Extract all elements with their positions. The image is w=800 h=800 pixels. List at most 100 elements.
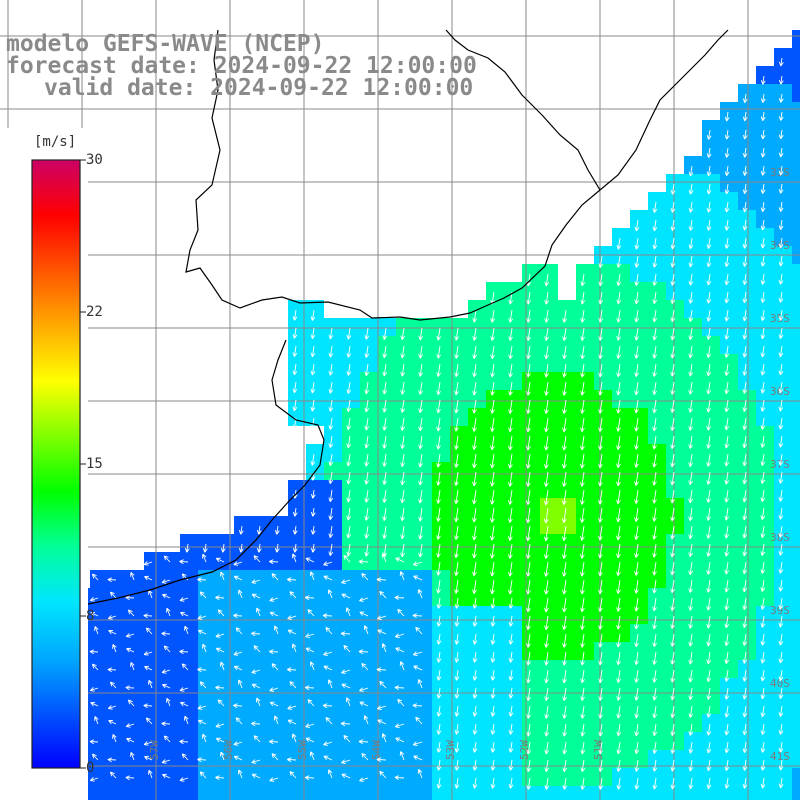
wind-arrow xyxy=(688,705,694,718)
wind-arrow xyxy=(634,417,639,432)
wind-arrow xyxy=(328,417,334,430)
wind-arrow xyxy=(760,327,766,340)
wind-cell xyxy=(360,498,378,516)
wind-arrow xyxy=(202,543,208,553)
wind-cell xyxy=(378,624,396,642)
wind-arrow xyxy=(778,561,784,574)
wind-arrow xyxy=(616,417,621,432)
wind-cell xyxy=(180,660,198,678)
wind-arrow xyxy=(670,687,676,701)
wind-arrow xyxy=(508,759,514,771)
wind-arrow xyxy=(397,608,405,617)
wind-arrow xyxy=(454,597,460,609)
wind-arrow xyxy=(125,685,135,691)
wind-cell xyxy=(162,768,180,786)
wind-cell xyxy=(414,498,432,516)
wind-arrow xyxy=(724,165,730,176)
wind-cell xyxy=(144,624,162,642)
wind-arrow xyxy=(490,705,496,717)
wind-arrow xyxy=(561,471,567,487)
wind-arrow xyxy=(217,699,225,707)
wind-arrow xyxy=(760,651,766,664)
wind-arrow xyxy=(273,625,279,635)
wind-arrow xyxy=(742,471,748,485)
wind-cell xyxy=(270,552,288,570)
wind-cell xyxy=(540,318,558,336)
wind-cell xyxy=(342,714,360,732)
wind-arrow xyxy=(184,715,189,725)
wind-cell xyxy=(486,300,504,318)
wind-cell xyxy=(756,426,774,444)
wind-cell xyxy=(702,678,720,696)
wind-cell xyxy=(702,336,720,354)
wind-cell xyxy=(414,426,432,444)
wind-arrow xyxy=(724,597,730,611)
wind-cell xyxy=(702,174,720,192)
wind-cell xyxy=(522,516,540,534)
wind-arrow xyxy=(436,561,441,576)
wind-cell xyxy=(414,318,432,336)
model-title: modelo GEFS-WAVE (NCEP) xyxy=(6,31,325,57)
wind-cell xyxy=(576,588,594,606)
wind-arrow xyxy=(436,705,442,717)
wind-arrow xyxy=(616,543,621,559)
wind-arrow xyxy=(412,651,423,656)
wind-arrow xyxy=(724,381,730,395)
wind-arrow xyxy=(760,471,766,484)
wind-arrow xyxy=(634,741,640,754)
wind-cell xyxy=(288,642,306,660)
wind-cell xyxy=(162,660,180,678)
wind-arrow xyxy=(454,417,459,432)
wind-cell xyxy=(432,624,450,642)
wind-arrow xyxy=(215,595,225,601)
wind-cell xyxy=(342,642,360,660)
wind-arrow xyxy=(202,733,207,743)
wind-cell xyxy=(702,462,720,480)
wind-cell xyxy=(648,534,666,552)
wind-arrow xyxy=(304,595,315,601)
wind-cell xyxy=(126,786,144,800)
wind-arrow xyxy=(400,507,405,522)
wind-arrow xyxy=(346,327,352,340)
wind-arrow xyxy=(778,579,784,592)
wind-arrow xyxy=(670,453,675,468)
wind-arrow xyxy=(742,165,748,176)
wind-cell xyxy=(360,660,378,678)
wind-arrow xyxy=(688,165,694,177)
wind-arrow xyxy=(144,575,153,581)
wind-arrow xyxy=(490,543,495,559)
wind-cell xyxy=(738,786,756,800)
wind-cell xyxy=(144,786,162,800)
wind-cell xyxy=(558,696,576,714)
wind-cell xyxy=(630,498,648,516)
wind-arrow xyxy=(634,543,639,558)
wind-arrow xyxy=(724,345,730,358)
wind-arrow xyxy=(269,649,279,655)
wind-arrow xyxy=(328,399,334,412)
wind-cell xyxy=(144,552,162,570)
wind-cell xyxy=(720,786,738,800)
wind-cell xyxy=(234,516,252,534)
wind-arrow xyxy=(508,561,513,577)
wind-cell xyxy=(738,120,756,138)
wind-arrow xyxy=(706,399,712,413)
wind-cell xyxy=(234,768,252,786)
wind-cell xyxy=(180,786,198,800)
wind-arrow xyxy=(688,561,694,575)
wind-cell xyxy=(774,570,792,588)
wind-cell xyxy=(342,372,360,390)
wind-cell xyxy=(738,336,756,354)
wind-arrow xyxy=(490,363,495,378)
wind-cell xyxy=(396,354,414,372)
wind-cell xyxy=(756,192,774,210)
wind-arrow xyxy=(706,147,712,158)
wind-cell xyxy=(720,444,738,462)
wind-cell xyxy=(612,426,630,444)
wind-arrow xyxy=(598,327,604,341)
wind-cell xyxy=(774,174,792,192)
wind-cell xyxy=(774,192,792,210)
wind-arrow xyxy=(162,593,171,599)
wind-arrow xyxy=(269,687,279,692)
wind-cell xyxy=(594,372,612,390)
colorbar-tick-label: 22 xyxy=(86,304,103,320)
